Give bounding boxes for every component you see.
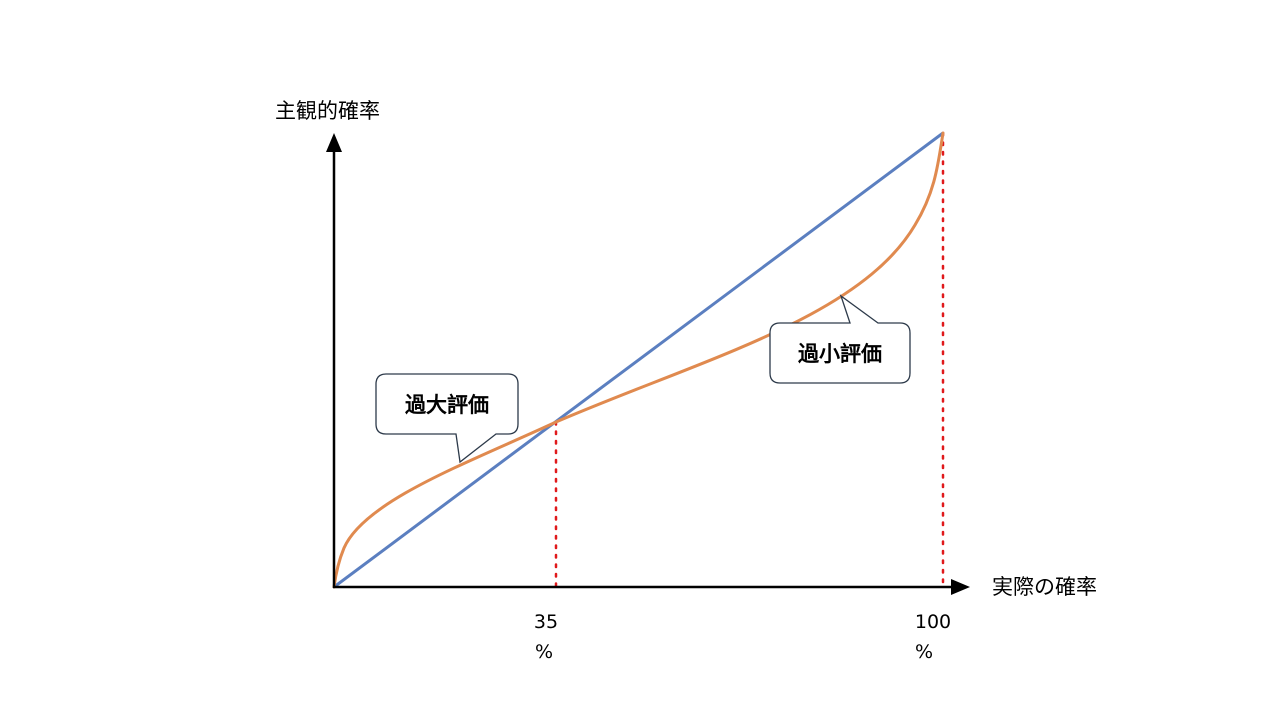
callout-overestimate: 過大評価: [375, 373, 519, 464]
x-axis-arrow-icon: [951, 579, 970, 595]
tick-100-unit: %: [915, 641, 933, 663]
x-axis-label: 実際の確率: [992, 575, 1097, 599]
diagonal-line: [333, 131, 944, 589]
callout-underestimate: 過小評価: [769, 294, 911, 384]
callout-underestimate-label: 過小評価: [798, 342, 882, 366]
y-axis-label: 主観的確率: [275, 99, 380, 123]
tick-35-unit: %: [535, 641, 553, 663]
callout-overestimate-label: 過大評価: [405, 393, 489, 417]
callout-overestimate-bubble: [375, 373, 519, 464]
callout-underestimate-bubble: [769, 294, 911, 384]
tick-100-value: 100: [915, 611, 951, 633]
y-axis-arrow-icon: [326, 133, 342, 152]
tick-35-value: 35: [534, 611, 558, 633]
weighting-curve: [332, 131, 945, 589]
